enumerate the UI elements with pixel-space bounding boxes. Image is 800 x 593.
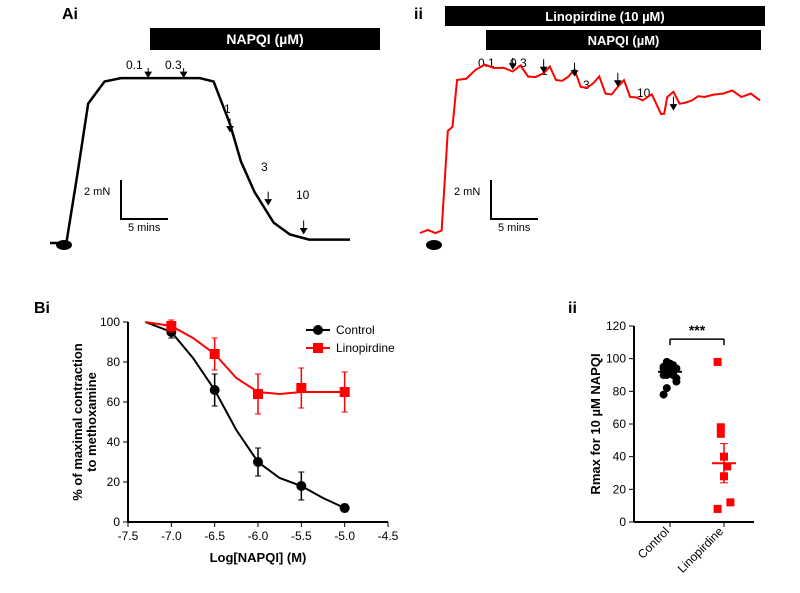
panel-label-Ai: Ai: [62, 6, 78, 24]
panel-label-Aii: ii: [414, 6, 423, 24]
svg-text:0: 0: [113, 515, 120, 529]
svg-text:40: 40: [613, 450, 627, 464]
scalebar-v-Ai: [120, 180, 122, 218]
trace-Aii-line: [420, 65, 760, 233]
svg-text:Log[NAPQI] (M): Log[NAPQI] (M): [210, 550, 307, 565]
svg-text:60: 60: [613, 417, 627, 431]
svg-text:-6.0: -6.0: [248, 529, 269, 543]
scale-time-Ai: 5 mins: [128, 222, 160, 234]
svg-text:-7.5: -7.5: [118, 529, 139, 543]
svg-text:100: 100: [606, 352, 626, 366]
chart-Bii-svg: 0 20 40 60 80 100 120 Rmax for 10 µM NAPQI Contr…: [588, 312, 788, 582]
panel-label-Bi: Bi: [34, 300, 50, 318]
svg-text:-6.5: -6.5: [204, 529, 225, 543]
svg-text:100: 100: [100, 315, 120, 329]
napqi-bar-Aii: NAPQI (µM): [486, 30, 761, 50]
stim-dot-Ai: [56, 240, 72, 250]
scale-force-Ai: 2 mN: [84, 186, 110, 198]
panel-label-Bii: ii: [568, 300, 577, 318]
trace-Aii-svg: [410, 58, 770, 248]
svg-text:80: 80: [107, 355, 121, 369]
svg-text:% of maximal contraction: % of maximal contraction: [70, 343, 85, 501]
arrows-Ai: [145, 68, 306, 233]
svg-text:20: 20: [107, 475, 121, 489]
chart-Bi-svg: 0 20 40 60 80 100 -7.5 -7.0 -6.5 -6.0 -5.5 -5.0 -4.5…: [68, 312, 448, 582]
stim-dot-Aii: [426, 240, 442, 250]
scalebar-h-Aii: [490, 218, 538, 220]
svg-text:-5.0: -5.0: [334, 529, 355, 543]
svg-text:Linopirdine: Linopirdine: [675, 524, 727, 576]
svg-text:120: 120: [606, 319, 626, 333]
scalebar-v-Aii: [490, 180, 492, 218]
svg-text:20: 20: [613, 482, 627, 496]
trace-Ai-line: [50, 78, 350, 243]
scale-time-Aii: 5 mins: [498, 222, 530, 234]
figure-root: Ai NAPQI (µM) 0.1 0.3 1 3 10 2 mN 5 mins…: [0, 0, 800, 593]
svg-text:Rmax for 10 µM NAPQI: Rmax for 10 µM NAPQI: [588, 353, 603, 494]
scale-force-Aii: 2 mN: [454, 186, 480, 198]
svg-text:***: ***: [689, 322, 706, 338]
svg-text:to methoxamine: to methoxamine: [84, 372, 99, 472]
svg-text:-5.5: -5.5: [291, 529, 312, 543]
trace-Ai-svg: [40, 68, 360, 248]
scalebar-h-Ai: [120, 218, 168, 220]
svg-text:Control: Control: [635, 524, 672, 561]
svg-text:0: 0: [619, 515, 626, 529]
napqi-bar-Ai: NAPQI (µM): [150, 28, 380, 50]
svg-text:40: 40: [107, 435, 121, 449]
svg-text:Control: Control: [336, 323, 375, 337]
svg-text:60: 60: [107, 395, 121, 409]
svg-text:Linopirdine: Linopirdine: [336, 341, 395, 355]
svg-text:80: 80: [613, 384, 627, 398]
svg-text:-4.5: -4.5: [378, 529, 399, 543]
lino-bar-Aii: Linopirdine (10 µM): [445, 6, 765, 26]
svg-text:-7.0: -7.0: [161, 529, 182, 543]
